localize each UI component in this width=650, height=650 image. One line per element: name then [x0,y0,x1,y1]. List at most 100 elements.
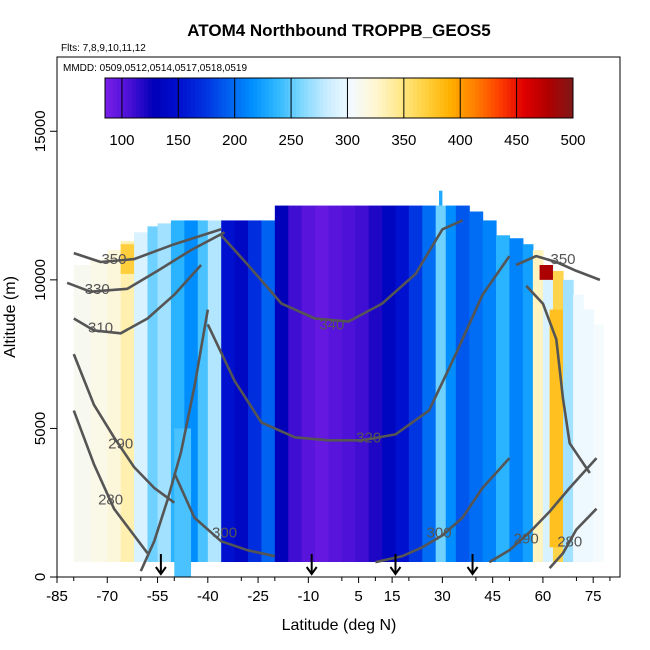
plot-area: 350 330 310 290 280 340 320 300 300 290 280 350 [66,190,604,577]
heatmap-patch-1 [539,265,553,280]
heatmap-cell-38 [563,279,574,562]
contour-line-8 [375,457,511,564]
x-tick-label-6: 5 [354,588,362,605]
heatmap-cell-30 [469,211,484,562]
heatmap-cell-9 [197,220,209,562]
heatmap-cell-26 [422,205,437,563]
heatmap-cell-1 [90,259,108,562]
heatmap-cell-17 [301,205,316,563]
heatmap-cell-35 [532,250,544,562]
heatmap-cell-25 [408,205,423,563]
contour-line-12 [525,284,591,474]
x-tick-label-2: -55 [147,588,169,605]
colorbar-tick-label-0: 100 [109,132,134,149]
colorbar-tick-label-2: 200 [222,132,247,149]
heatmap-cell-34 [522,244,534,562]
contour-line-7 [173,472,276,558]
contour-label-4: 280 [98,492,123,509]
x-tick-label-0: -85 [46,588,68,605]
contour-label-1: 330 [85,281,110,298]
contour-line-9 [488,457,598,564]
y-tick-label-2: 10000 [32,259,49,301]
colorbar-tick-label-4: 300 [335,132,360,149]
heatmap-cell-29 [455,205,470,563]
colorbar-tick-label-6: 400 [448,132,473,149]
contour-line-5 [220,219,464,323]
heatmap-cell-10 [207,220,222,562]
flight-arrow-3 [466,554,479,576]
y-axis-title: Altitude (m) [2,276,19,358]
contour-line-13 [139,309,210,572]
contour-line-11 [515,254,601,282]
heatmap-cell-41 [593,324,604,562]
heatmap-cell-23 [382,205,397,563]
heatmap-cell-20 [341,205,356,563]
dates-note: MMDD: 0509,0512,0514,0517,0518,0519 [63,63,247,74]
contour-label-10: 280 [557,533,582,550]
heatmap-cell-11 [221,220,236,562]
heatmap-cell-3 [120,241,135,562]
flight-arrow-2 [389,554,402,576]
contour-label-3: 290 [108,435,133,452]
contour-line-4 [72,410,149,554]
heatmap-cell-0 [73,265,92,562]
contour-line-3 [72,353,176,504]
heatmap-layer [73,190,604,577]
colorbar-tick-label-8: 500 [560,132,585,149]
heatmap-cell-2 [107,250,122,562]
contour-line-2 [73,264,203,335]
contour-layer: 350 330 310 290 280 340 320 300 300 290 280 350 [66,219,601,572]
contour-label-2: 310 [88,319,113,336]
heatmap-cell-14 [261,220,276,562]
heatmap-cell-13 [248,220,263,562]
x-tick-label-11: 75 [585,588,602,605]
contour-line-1 [66,231,226,293]
y-tick-label-0: 0 [32,573,49,581]
x-axis: -85 -70 -55 -40 -25 -10 5 15 30 45 60 75 [46,577,611,605]
chart-title: ATOM4 Northbound TROPPB_GEOS5 [187,21,491,40]
contour-line-0 [73,228,222,264]
heatmap-cell-31 [482,220,497,562]
contour-label-9: 290 [514,530,539,547]
plot-frame [56,56,621,578]
contour-label-7: 300 [212,524,237,541]
heatmap-cell-28 [445,205,457,563]
colorbar-tick-label-7: 450 [504,132,529,149]
contour-line-10 [548,507,598,569]
y-tick-label-3: 15000 [32,110,49,152]
x-axis-title: Latitude (deg N) [282,617,397,634]
heatmap-patch-3 [439,190,443,206]
x-tick-label-9: 45 [484,588,501,605]
contour-label-8: 300 [427,524,452,541]
flight-arrow-1 [305,554,318,576]
heatmap-cell-21 [355,205,370,563]
contour-label-5: 340 [319,316,344,333]
contour-label-0: 350 [101,251,126,268]
colorbar-tick-label-3: 250 [279,132,304,149]
heatmap-cell-40 [583,309,594,562]
heatmap-cell-19 [328,205,343,563]
x-tick-label-5: -10 [297,588,319,605]
heatmap-cell-15 [274,205,289,563]
heatmap-cell-39 [573,294,584,562]
contour-label-11: 350 [551,251,576,268]
heatmap-cell-36 [542,265,554,562]
flight-arrow-0 [155,554,167,576]
x-tick-label-7: 15 [384,588,401,605]
heatmap-cell-24 [395,205,410,563]
flights-note: Flts: 7,8,9,10,11,12 [61,43,146,54]
y-tick-label-1: 5000 [32,412,49,445]
x-tick-label-8: 30 [434,588,451,605]
x-tick-label-4: -25 [247,588,269,605]
heatmap-cell-33 [509,238,524,562]
y-axis: 0 5000 10000 15000 [32,110,57,581]
contour-label-6: 320 [356,429,381,446]
x-tick-label-3: -40 [197,588,219,605]
colorbar-tick-label-5: 350 [391,132,416,149]
heatmap-cell-16 [288,205,303,563]
contour-line-6 [206,255,511,442]
x-tick-label-1: -70 [96,588,118,605]
heatmap-cell-32 [496,235,511,563]
colorbar-tick-label-1: 150 [166,132,191,149]
